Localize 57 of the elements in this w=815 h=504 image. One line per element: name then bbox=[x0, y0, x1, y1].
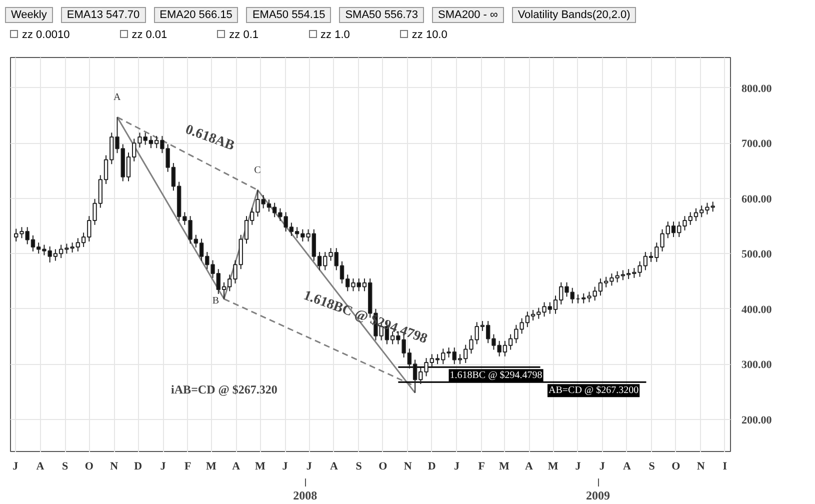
text: M bbox=[548, 460, 559, 472]
x-tick-label: 2009 bbox=[586, 488, 610, 502]
text: EMA13 547.70 bbox=[60, 7, 146, 23]
y-tick-label: 800.00 bbox=[742, 82, 772, 95]
text: M bbox=[206, 460, 217, 472]
annotation: iAB=CD @ $267.320 bbox=[171, 382, 278, 396]
text: A bbox=[622, 460, 631, 472]
text: O bbox=[378, 460, 388, 472]
text: J bbox=[282, 460, 288, 472]
text: Weekly bbox=[5, 7, 53, 23]
text: A bbox=[525, 460, 534, 472]
text: F bbox=[184, 460, 192, 472]
text: N bbox=[110, 460, 118, 472]
text: J bbox=[160, 460, 166, 472]
text: EMA50 554.15 bbox=[246, 7, 332, 23]
text: Volatility Bands(20,2.0) bbox=[512, 7, 636, 23]
text: J bbox=[599, 460, 606, 472]
text: J bbox=[575, 460, 582, 472]
y-tick-label: 400.00 bbox=[742, 304, 772, 316]
text: I bbox=[722, 460, 728, 472]
text: S bbox=[648, 460, 655, 472]
annotation: AB=CD @ $267.3200 bbox=[548, 385, 639, 396]
text: D bbox=[134, 460, 142, 472]
text: J bbox=[306, 460, 312, 472]
text: M bbox=[254, 460, 266, 472]
y-tick-label: 700.00 bbox=[742, 138, 772, 150]
y-tick-label: 500.00 bbox=[742, 248, 772, 261]
text: zz 10.0 bbox=[410, 28, 448, 42]
text: N bbox=[696, 460, 705, 472]
text: J bbox=[12, 460, 19, 472]
text: zz 0.0010 bbox=[21, 28, 71, 42]
y-tick-label: 600.00 bbox=[742, 193, 772, 206]
annotation: 1.618BC @ $294.4798 bbox=[450, 370, 542, 382]
text: S bbox=[62, 460, 68, 472]
text: N bbox=[404, 460, 412, 472]
text: zz 1.0 bbox=[320, 28, 351, 42]
annotation: C bbox=[254, 165, 262, 176]
text: O bbox=[672, 460, 681, 472]
text: zz 0.1 bbox=[228, 28, 260, 42]
annotation: B bbox=[212, 295, 220, 306]
text: S bbox=[356, 460, 362, 472]
x-tick-label: 2008 bbox=[293, 488, 318, 502]
text: J bbox=[454, 460, 460, 472]
y-tick-label: 200.00 bbox=[742, 414, 772, 426]
text: SMA200 - ∞ bbox=[432, 7, 504, 23]
text: F bbox=[478, 460, 486, 472]
text: M bbox=[498, 460, 510, 472]
text: EMA20 566.15 bbox=[154, 7, 238, 23]
text: A bbox=[232, 460, 240, 472]
y-tick-label: 300.00 bbox=[742, 359, 772, 372]
text: SMA50 556.73 bbox=[339, 7, 424, 23]
text: zz 0.01 bbox=[130, 28, 168, 42]
text: O bbox=[84, 460, 94, 472]
text: A bbox=[36, 460, 44, 472]
text: D bbox=[428, 460, 436, 472]
annotation: A bbox=[113, 92, 122, 103]
text: A bbox=[330, 460, 338, 472]
